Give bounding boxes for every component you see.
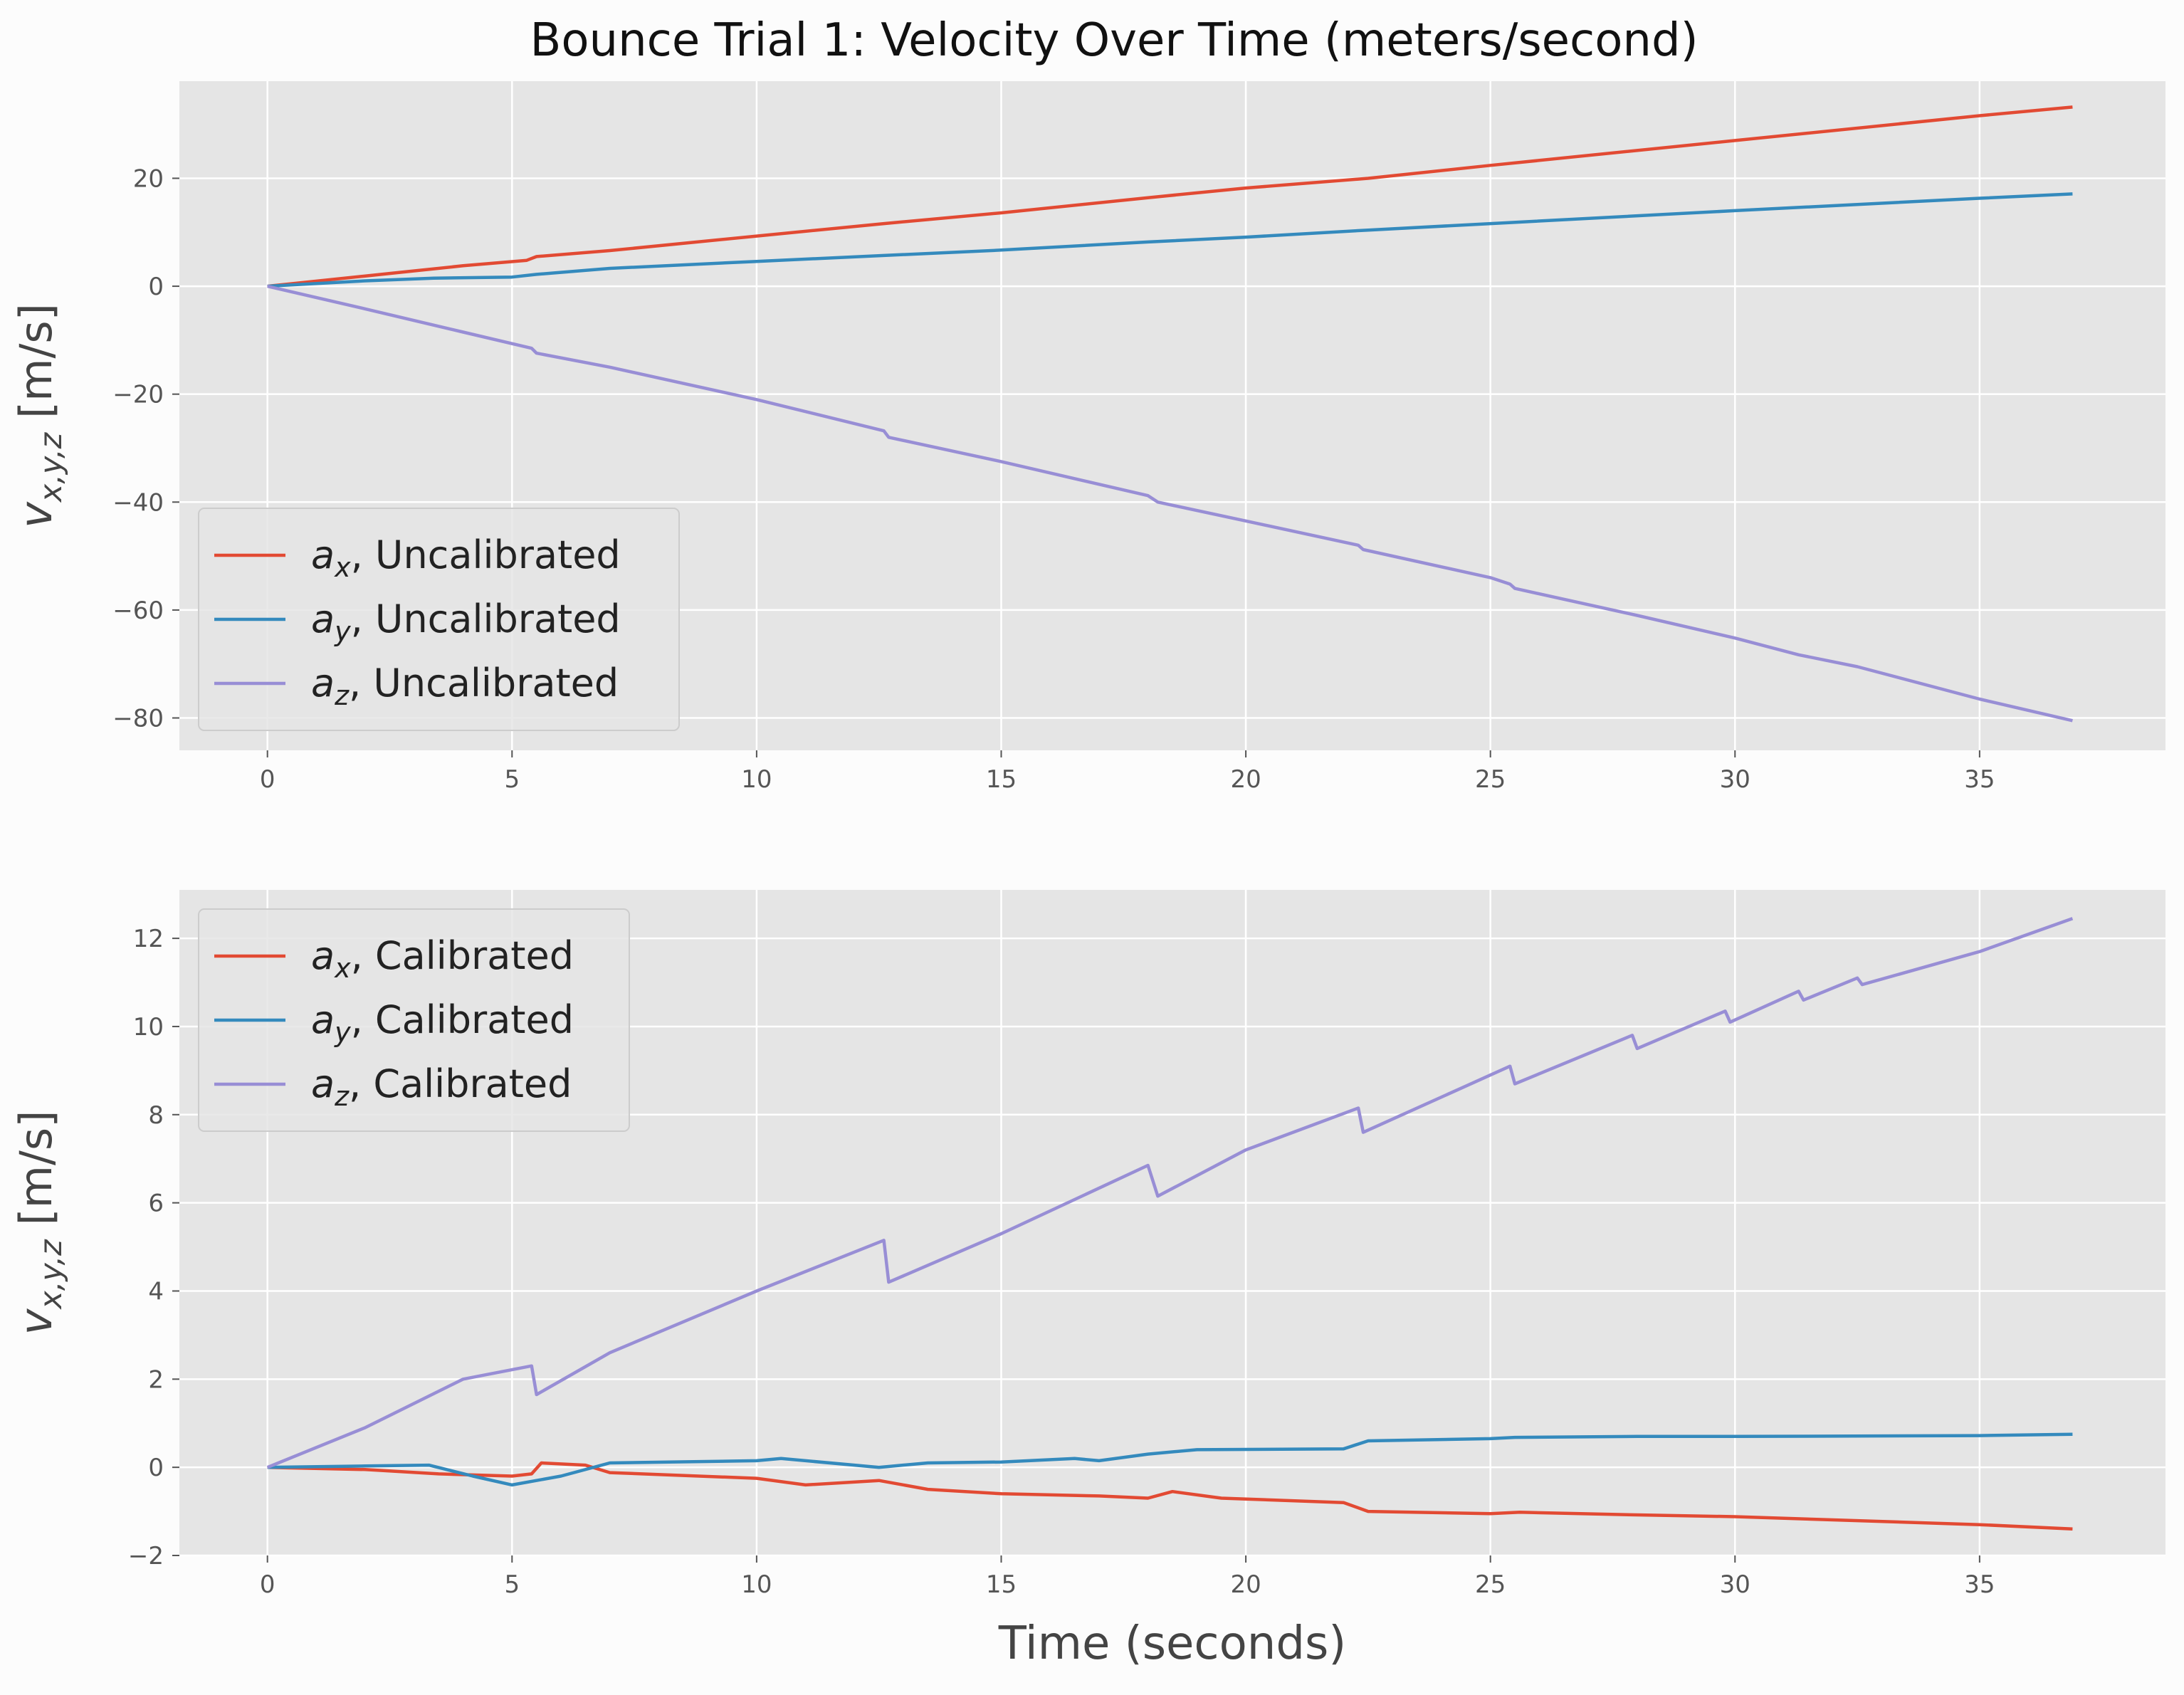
series-line bbox=[267, 105, 2073, 288]
x-tick-label: 35 bbox=[1964, 1570, 1995, 1599]
y-tick-label: −40 bbox=[112, 488, 164, 517]
series-line bbox=[267, 192, 2073, 288]
x-tick-label: 10 bbox=[741, 765, 772, 794]
x-axis-label: Time (seconds) bbox=[998, 1617, 1347, 1670]
x-tick-label: 5 bbox=[504, 765, 520, 794]
x-tick-label: 15 bbox=[986, 765, 1017, 794]
y-tick-label: −80 bbox=[112, 705, 164, 733]
y-axis-label: vx,y,z [m/s] bbox=[10, 1111, 69, 1335]
y-tick-label: 10 bbox=[133, 1013, 164, 1041]
y-axis-label: vx,y,z [m/s] bbox=[10, 303, 69, 528]
legend: ax, Calibrated ay, Calibrated az, Calibrat… bbox=[198, 908, 630, 1132]
series-line bbox=[267, 1461, 2073, 1531]
legend-label: ax, Calibrated bbox=[311, 933, 574, 984]
y-tick-label: 8 bbox=[148, 1101, 164, 1130]
legend-label: az, Calibrated bbox=[311, 1061, 572, 1112]
x-tick-label: 0 bbox=[260, 765, 275, 794]
x-tick-label: 30 bbox=[1720, 765, 1750, 794]
x-tick-label: 15 bbox=[986, 1570, 1017, 1599]
series-line bbox=[267, 284, 2073, 723]
y-tick-label: 6 bbox=[148, 1190, 164, 1218]
y-tick-label: −2 bbox=[128, 1542, 164, 1570]
legend: ax, Uncalibrated ay, Uncalibrated az, Unca… bbox=[198, 508, 680, 731]
series-line bbox=[267, 1432, 2073, 1487]
y-tick-label: −60 bbox=[112, 597, 164, 625]
x-tick-label: 20 bbox=[1230, 1570, 1261, 1599]
y-tick-label: 0 bbox=[148, 1454, 164, 1482]
legend-box bbox=[198, 508, 680, 731]
legend-label: az, Uncalibrated bbox=[311, 661, 619, 711]
x-tick-label: 30 bbox=[1720, 1570, 1750, 1599]
x-tick-label: 5 bbox=[504, 1570, 520, 1599]
y-tick-label: 2 bbox=[148, 1365, 164, 1394]
y-tick-label: 4 bbox=[148, 1277, 164, 1306]
figure-title: Bounce Trial 1: Velocity Over Time (mete… bbox=[530, 14, 1698, 67]
series-line bbox=[266, 917, 2074, 1469]
y-tick-label: 0 bbox=[148, 273, 164, 301]
chart-panel-1: 0 5 10 15 20 25 30 35 −80 −60 −40 −20 0 20 vx,y,z [m/s… bbox=[10, 81, 2165, 794]
x-tick-label: 25 bbox=[1475, 765, 1506, 794]
chart-panel-2: 0 5 10 15 20 25 30 35 −2 0 2 4 6 8 10 12 vx,y,z [m/s] Tim… bbox=[10, 890, 2165, 1670]
y-tick-label: −20 bbox=[112, 381, 164, 409]
legend-label: ay, Calibrated bbox=[311, 997, 574, 1048]
legend-label: ax, Uncalibrated bbox=[311, 532, 621, 583]
legend-box bbox=[198, 908, 630, 1132]
x-tick-label: 35 bbox=[1964, 765, 1995, 794]
y-tick-label: 12 bbox=[133, 925, 164, 953]
legend-label: ay, Uncalibrated bbox=[311, 597, 621, 647]
x-tick-label: 0 bbox=[260, 1570, 275, 1599]
x-tick-label: 20 bbox=[1230, 765, 1261, 794]
x-tick-label: 10 bbox=[741, 1570, 772, 1599]
x-tick-label: 25 bbox=[1475, 1570, 1506, 1599]
y-tick-label: 20 bbox=[133, 164, 164, 193]
